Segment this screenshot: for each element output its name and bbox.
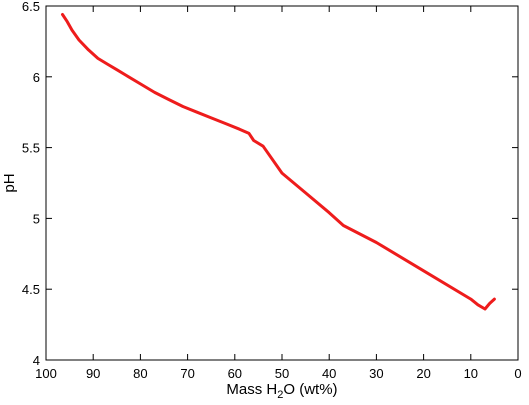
y-tick-label: 4.5 [22,282,40,297]
x-tick-label: 10 [464,366,478,381]
y-tick-label: 5 [33,211,40,226]
series-line [61,13,496,311]
x-tick-label: 90 [86,366,100,381]
x-tick-label: 20 [416,366,430,381]
x-tick-label: 50 [275,366,289,381]
x-tick-label: 40 [322,366,336,381]
x-tick-label: 30 [369,366,383,381]
x-tick-label: 0 [514,366,521,381]
y-tick-label: 6.5 [22,0,40,14]
x-axis-title: Mass H2O (wt%) [226,381,337,401]
x-axis-title-subscript: 2 [277,389,283,401]
axis-ticks [45,5,519,361]
y-tick-label: 4 [33,353,40,368]
x-axis-title-main: Mass H [226,381,277,398]
x-axis-title-unit: O (wt%) [283,381,337,398]
y-tick-label: 6 [33,70,40,85]
x-tick-label: 70 [180,366,194,381]
y-tick-label: 5.5 [22,141,40,156]
x-tick-label: 80 [133,366,147,381]
x-tick-label: 100 [35,366,57,381]
tick-labels: 100 90 80 70 60 50 40 30 20 10 044.555.566.5 [22,0,522,381]
x-tick-label: 60 [228,366,242,381]
plot-frame [45,5,519,361]
y-axis-title: pH [1,173,18,192]
